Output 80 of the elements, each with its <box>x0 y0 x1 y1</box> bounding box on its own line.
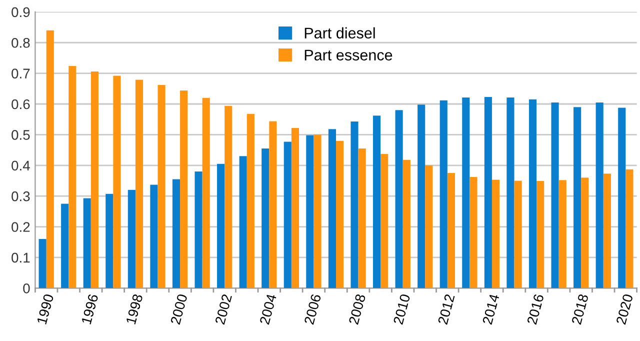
bar <box>38 239 46 288</box>
bar <box>291 128 300 288</box>
y-tick-label: 0.5 <box>12 130 30 140</box>
bar <box>596 102 604 288</box>
x-tick-label: 2008 <box>348 294 366 325</box>
bar <box>128 190 136 288</box>
bar <box>418 104 426 288</box>
y-tick-label: 0.4 <box>12 160 30 171</box>
bar <box>603 174 611 288</box>
bar <box>372 116 381 288</box>
bar <box>46 30 54 288</box>
bar <box>113 76 121 288</box>
bar <box>484 96 492 288</box>
x-tick-label: 2020 <box>616 294 634 325</box>
legend-label: Part diesel <box>304 27 375 39</box>
bar <box>172 179 180 288</box>
x-tick-label: 2012 <box>438 294 455 325</box>
bar <box>158 84 166 288</box>
bar <box>68 66 76 288</box>
x-tick-label: 2016 <box>526 294 544 325</box>
x-tick-label: 2000 <box>170 294 188 325</box>
x-tick-label: 2018 <box>571 294 589 325</box>
bar <box>514 180 522 288</box>
bar <box>194 172 202 288</box>
bar <box>306 135 314 288</box>
bar <box>239 156 247 288</box>
bar <box>470 177 478 288</box>
bar <box>90 71 98 288</box>
y-tick-label: 0.7 <box>12 68 30 78</box>
bar <box>551 102 559 288</box>
bar <box>106 194 114 288</box>
x-tick-label: 1998 <box>126 294 143 324</box>
bar <box>180 90 188 288</box>
y-tick-label: 0.2 <box>12 222 30 232</box>
bar <box>262 148 270 288</box>
x-tick-label: 2010 <box>393 294 410 325</box>
x-tick-label: 1996 <box>81 294 98 324</box>
y-tick-label: 0.3 <box>12 191 30 202</box>
bar <box>395 110 403 288</box>
bar <box>269 121 277 288</box>
y-tick-label: 0.9 <box>12 7 30 18</box>
bar <box>350 122 358 288</box>
bar <box>150 184 158 288</box>
x-tick-label: 2004 <box>259 293 277 325</box>
bar <box>425 165 433 288</box>
bar <box>558 180 566 288</box>
bar <box>440 100 448 288</box>
bar <box>328 129 336 288</box>
x-tick-label: 2006 <box>304 294 322 325</box>
bar <box>536 181 544 288</box>
bar <box>492 180 500 288</box>
bar <box>626 169 634 288</box>
bar <box>61 204 69 288</box>
y-tick-label: 0 <box>23 283 30 294</box>
y-tick-label: 0.6 <box>12 99 30 110</box>
x-tick-label: 2002 <box>214 294 232 325</box>
bar <box>447 173 455 288</box>
bar <box>358 148 366 288</box>
y-tick-label: 0.8 <box>12 38 30 48</box>
bar <box>224 106 232 288</box>
bar <box>83 198 91 288</box>
x-tick-label: 2014 <box>482 293 500 325</box>
bar <box>581 178 589 288</box>
y-tick-label: 0.1 <box>12 252 30 263</box>
bar <box>380 154 388 288</box>
bar <box>462 98 470 288</box>
bar <box>246 114 254 288</box>
bar <box>135 80 144 288</box>
bar <box>574 107 582 288</box>
bar <box>506 98 514 288</box>
bar <box>402 160 410 288</box>
bar <box>618 108 626 288</box>
bar <box>284 142 292 288</box>
bar <box>336 140 344 288</box>
bar <box>314 134 322 288</box>
x-tick-label: 1990 <box>36 294 54 324</box>
bar <box>202 98 210 288</box>
bar <box>217 164 225 288</box>
bar <box>528 99 537 288</box>
legend-label: Part essence <box>304 50 392 60</box>
